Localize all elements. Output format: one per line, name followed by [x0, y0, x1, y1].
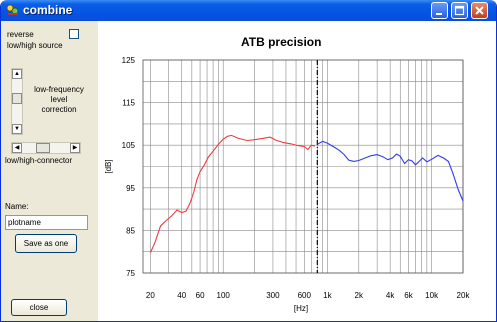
y-tick-label: 75	[126, 269, 135, 278]
close-window-button[interactable]	[471, 2, 488, 19]
x-tick-label: 100	[217, 291, 231, 300]
control-panel: reverse low/high source ▲ ▼ low-frequenc…	[1, 21, 98, 321]
minimize-button[interactable]	[431, 2, 448, 19]
maximize-icon	[454, 5, 465, 16]
frequency-chart: 125 115 105 95 85 75 20 40 60 100 300 600 1k 2k 4k 6k 10…	[104, 56, 471, 313]
x-tick-label: 2k	[355, 291, 364, 300]
series-line	[149, 134, 316, 253]
source-label: low/high source	[7, 41, 63, 50]
level-label-line: correction	[41, 105, 77, 114]
level-scrollbar[interactable]: ▲ ▼	[11, 68, 23, 135]
plot-border	[142, 59, 464, 274]
maximize-button[interactable]	[451, 2, 468, 19]
close-button[interactable]: close	[11, 299, 67, 316]
level-correction-label: low-frequency level correction	[25, 85, 93, 115]
x-tick-label: 60	[196, 291, 205, 300]
window-title: combine	[23, 3, 73, 17]
arrow-up-icon: ▲	[14, 71, 20, 77]
y-axis-label: [dB]	[104, 159, 113, 173]
chart-area: 125 115 105 95 85 75 20 40 60 100 300 600 1k 2k 4k 6k 10…	[98, 21, 496, 321]
y-tick-label: 115	[122, 99, 135, 108]
reverse-checkbox[interactable]	[69, 29, 79, 39]
x-tick-label: 4k	[386, 291, 395, 300]
x-tick-label: 40	[177, 291, 186, 300]
connector-scrollbar[interactable]: ◀ ▶	[11, 142, 81, 154]
chart-title: ATB precision	[241, 35, 322, 49]
scroll-down-button[interactable]: ▼	[12, 124, 22, 134]
arrow-down-icon: ▼	[14, 126, 20, 132]
close-icon	[475, 6, 484, 15]
x-tick-label: 6k	[404, 291, 413, 300]
reverse-label: reverse	[7, 30, 34, 39]
y-tick-label: 85	[126, 226, 135, 235]
x-tick-label: 20k	[457, 291, 471, 300]
connector-label: low/high-connector	[5, 156, 73, 165]
y-tick-label: 105	[122, 141, 136, 150]
series-line	[317, 140, 464, 202]
x-tick-label: 300	[266, 291, 280, 300]
scroll-up-button[interactable]: ▲	[12, 69, 22, 79]
save-as-one-button[interactable]: Save as one	[15, 234, 77, 253]
app-icon	[6, 4, 19, 15]
x-tick-label: 600	[298, 291, 312, 300]
connector-scroll-thumb[interactable]	[36, 143, 50, 153]
x-axis-label: [Hz]	[294, 304, 308, 313]
name-label: Name:	[5, 202, 29, 211]
scroll-right-button[interactable]: ▶	[70, 143, 80, 153]
y-tick-label: 125	[122, 56, 136, 65]
level-label-line: level	[50, 95, 68, 104]
arrow-left-icon: ◀	[14, 145, 20, 151]
x-tick-label: 10k	[425, 291, 439, 300]
arrow-right-icon: ▶	[72, 145, 78, 151]
title-bar[interactable]: combine	[1, 0, 496, 21]
name-input[interactable]	[5, 215, 88, 230]
y-tick-label: 95	[126, 184, 135, 193]
scroll-left-button[interactable]: ◀	[12, 143, 22, 153]
x-tick-label: 1k	[323, 291, 332, 300]
level-label-line: low-frequency	[34, 85, 84, 94]
x-tick-label: 20	[146, 291, 155, 300]
level-scroll-thumb[interactable]	[12, 93, 22, 104]
minimize-icon	[436, 13, 442, 15]
